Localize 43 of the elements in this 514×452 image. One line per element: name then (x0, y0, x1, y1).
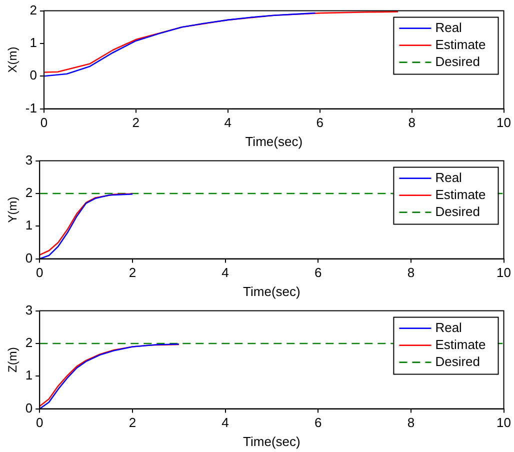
x-axis-title: Time(sec) (245, 134, 303, 149)
y-axis-title: Y(m) (6, 196, 20, 223)
y-axis-title: Z(m) (6, 347, 20, 372)
y-tick-label: 0 (25, 250, 33, 266)
x-tick-label: 0 (40, 115, 48, 130)
y-tick-label: 3 (25, 302, 33, 318)
x-tick-label: 8 (407, 415, 415, 430)
x-tick-label: 4 (222, 415, 229, 430)
x-axis-title: Time(sec) (243, 434, 300, 449)
legend-label: Real (435, 170, 462, 185)
legend-label: Estimate (435, 186, 486, 202)
y-tick-label: -1 (25, 100, 37, 116)
y-tick-label: 2 (25, 335, 33, 350)
legend-label: Real (435, 20, 462, 35)
x-tick-label: 10 (496, 265, 512, 280)
x-tick-label: 2 (128, 415, 136, 430)
y-tick-label: 2 (25, 185, 33, 200)
legend-label: Desired (435, 54, 480, 69)
x-tick-label: 6 (316, 115, 324, 130)
y-tick-label: 1 (25, 218, 33, 233)
y-tick-label: 2 (30, 2, 37, 18)
x-tick-label: 2 (132, 115, 140, 130)
y-tick-label: 0 (30, 68, 37, 83)
legend-label: Desired (435, 204, 480, 219)
y-tick-label: 3 (25, 152, 33, 168)
legend-label: Real (435, 320, 462, 335)
x-tick-label: 4 (224, 115, 232, 130)
x-tick-label: 8 (407, 265, 415, 280)
y-tick-label: 1 (25, 368, 33, 383)
y-axis-title: X(m) (6, 46, 20, 73)
y-tick-label: 1 (30, 35, 37, 50)
x-tick-label: 4 (222, 265, 229, 280)
x-axis-title: Time(sec) (243, 284, 300, 299)
x-tick-label: 10 (496, 115, 512, 130)
legend-label: Estimate (435, 336, 486, 352)
legend-label: Estimate (435, 36, 486, 52)
y-tick-label: 0 (25, 400, 33, 416)
x-tick-label: 6 (314, 415, 322, 430)
legend-label: Desired (435, 354, 480, 369)
x-tick-label: 8 (408, 115, 416, 130)
x-tick-label: 10 (496, 415, 512, 430)
x-tick-label: 6 (314, 265, 322, 280)
x-tick-label: 2 (128, 265, 136, 280)
